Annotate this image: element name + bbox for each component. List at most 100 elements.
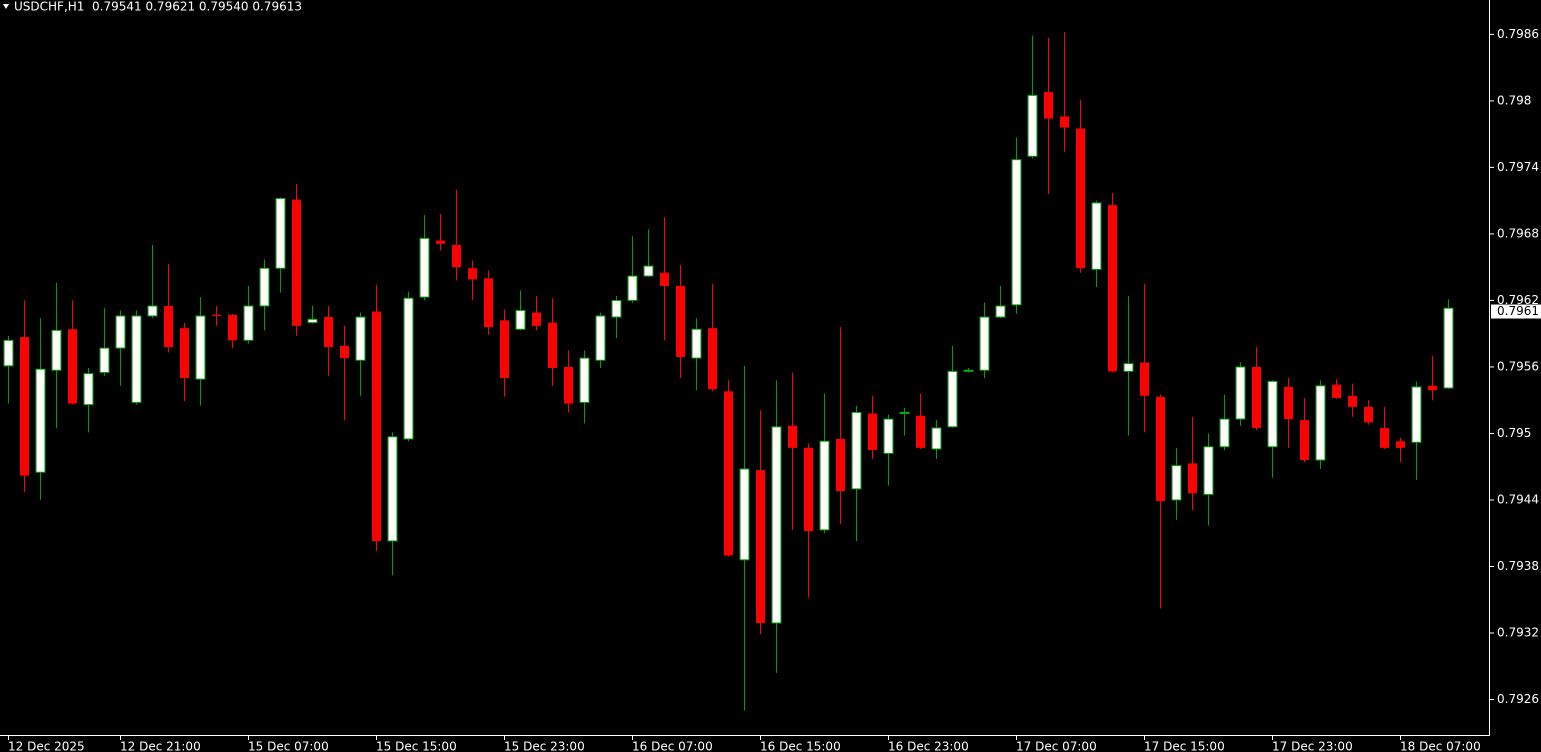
candle-body [355,316,366,361]
candle-body [611,299,622,318]
current-price-label: 0.7961 [1497,304,1539,318]
candle-body [99,347,110,373]
y-tick-label: 0.7986 [1497,27,1539,41]
candle-body [1044,92,1053,119]
candle-body [515,309,526,330]
candle-body [963,369,974,372]
candle-body [804,447,813,532]
candle-body [452,245,461,268]
candle-body [1203,446,1214,495]
candle-body [627,275,638,301]
candle-body [500,320,509,379]
x-tick-label: 17 Dec 15:00 [1144,740,1225,752]
x-tick-label: 16 Dec 15:00 [760,740,841,752]
candle-body [979,316,990,371]
candle-body [1428,385,1437,391]
candle-body [1108,205,1117,372]
candle-body [931,427,942,450]
candle-body [1219,418,1230,448]
y-tick-label: 0.798 [1497,93,1531,107]
x-tick-label: 12 Dec 21:00 [120,740,201,752]
candle-body [1380,427,1389,448]
candle-body [724,391,733,556]
x-tick-label: 15 Dec 15:00 [376,740,457,752]
candle-body [164,305,173,347]
candle-body [691,328,702,359]
candle-body [484,278,493,328]
candle-body [899,411,910,415]
candle-body [1396,441,1405,448]
candle-body [771,426,782,624]
candle-body [643,265,654,277]
current-price-box [1491,304,1541,319]
y-tick-label: 0.7944 [1497,492,1539,506]
candle-body [1411,386,1422,443]
candle-body [739,468,750,561]
y-tick-label: 0.7926 [1497,692,1539,706]
candle-body [836,439,845,492]
candle-body [756,470,765,624]
candle-body [947,370,958,428]
candle-body [660,272,669,287]
candle-body [1364,406,1373,423]
x-tick-label: 16 Dec 07:00 [632,740,713,752]
x-tick-label: 15 Dec 07:00 [248,740,329,752]
candle-body [68,329,77,404]
x-tick-label: 16 Dec 23:00 [888,740,969,752]
candle-body [916,415,925,448]
x-tick-label: 18 Dec 07:00 [1400,740,1481,752]
candle-body [51,329,62,371]
candle-body [1267,380,1278,448]
candle-body [1091,202,1102,270]
candle-body [387,436,398,542]
candle-body [819,440,830,531]
candle-body [1156,396,1165,502]
candle-body [1188,463,1197,494]
candle-body [676,286,685,357]
x-tick-label: 12 Dec 2025 [8,740,85,752]
candle-body [228,314,237,341]
candle-body [115,315,126,349]
candle-body [1443,307,1454,389]
candle-body [1300,420,1309,461]
candle-body [340,345,349,359]
candle-body [195,315,206,380]
y-tick-label: 0.7974 [1497,160,1539,174]
candle-body [180,328,189,379]
candle-body [851,411,862,490]
candle-body [35,368,46,473]
candle-body [324,317,333,347]
candle-body [532,312,541,326]
candle-body [548,322,557,369]
candle-body [131,315,142,403]
candle-body [20,337,29,476]
candle-body [595,315,606,361]
candle-body [259,267,270,307]
candle-body [243,305,254,341]
candle-body [1140,362,1149,396]
candle-body [564,366,573,404]
candle-body [1315,385,1326,461]
candle-body [1027,94,1038,157]
candle-body [468,268,477,280]
y-tick-label: 0.7932 [1497,626,1539,640]
y-tick-label: 0.7962 [1497,293,1539,307]
candle-body [1011,159,1022,306]
candle-body [212,314,221,316]
candle-body [372,311,381,541]
candle-body [147,305,158,317]
y-tick-label: 0.7968 [1497,226,1539,240]
candle-body [1076,128,1085,269]
x-tick-label: 15 Dec 23:00 [504,740,585,752]
candle-body [307,318,318,324]
candle-body [3,339,14,367]
candle-body [1123,363,1134,372]
x-tick-label: 17 Dec 07:00 [1016,740,1097,752]
y-tick-label: 0.795 [1497,426,1531,440]
candle-body [1171,465,1182,501]
collapse-icon[interactable] [3,4,9,9]
y-tick-label: 0.7938 [1497,559,1539,573]
